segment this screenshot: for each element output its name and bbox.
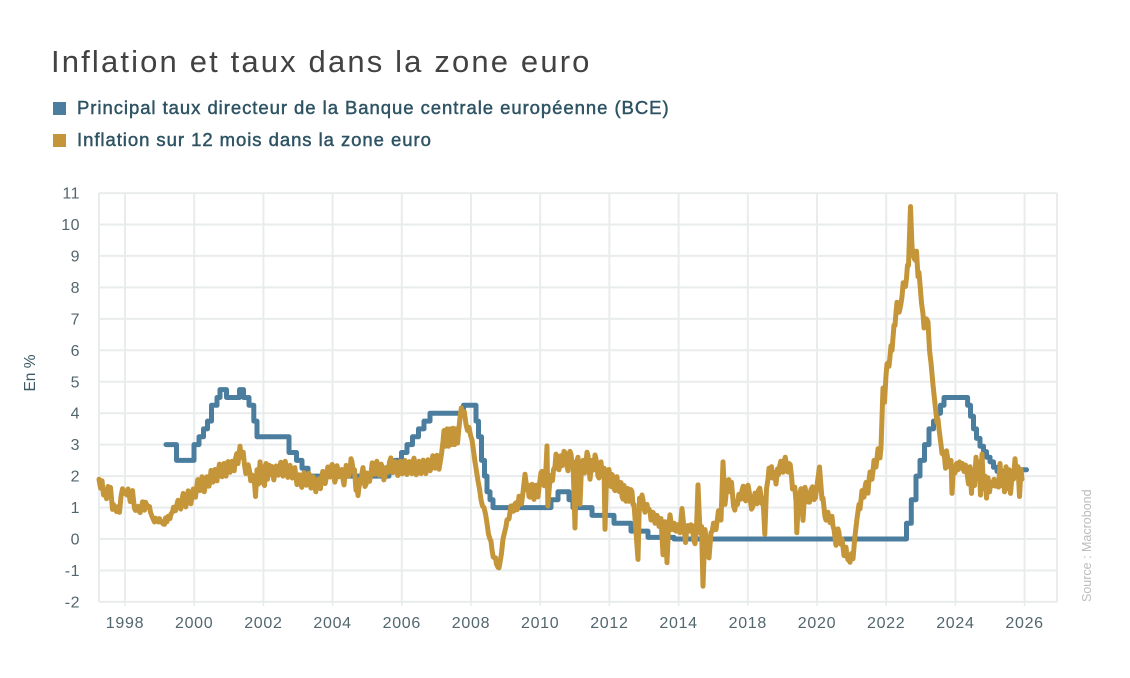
svg-text:9: 9: [71, 248, 80, 265]
svg-text:2006: 2006: [383, 615, 421, 632]
svg-text:2000: 2000: [175, 615, 213, 632]
svg-text:2022: 2022: [867, 615, 905, 632]
svg-text:2014: 2014: [659, 615, 697, 632]
svg-text:11: 11: [62, 186, 80, 203]
svg-text:1: 1: [71, 500, 80, 517]
svg-text:2012: 2012: [590, 615, 628, 632]
svg-text:4: 4: [71, 406, 80, 423]
svg-text:8: 8: [71, 280, 80, 297]
svg-text:3: 3: [71, 437, 80, 454]
svg-text:2020: 2020: [798, 615, 836, 632]
svg-text:1998: 1998: [106, 615, 144, 632]
svg-text:5: 5: [71, 374, 80, 391]
svg-text:0: 0: [71, 532, 80, 549]
svg-text:2024: 2024: [936, 615, 974, 632]
svg-text:2002: 2002: [244, 615, 282, 632]
svg-text:2026: 2026: [1005, 615, 1043, 632]
svg-text:En %: En %: [22, 354, 39, 391]
svg-text:2018: 2018: [729, 615, 767, 632]
svg-text:-1: -1: [65, 563, 80, 580]
svg-text:6: 6: [71, 343, 80, 360]
svg-text:-2: -2: [65, 594, 80, 611]
svg-text:2004: 2004: [313, 615, 351, 632]
svg-text:7: 7: [71, 311, 80, 328]
svg-text:2008: 2008: [452, 615, 490, 632]
svg-text:2010: 2010: [521, 615, 559, 632]
svg-text:Source : Macrobond: Source : Macrobond: [1080, 489, 1094, 602]
svg-text:10: 10: [61, 217, 80, 234]
svg-text:2: 2: [71, 469, 80, 486]
